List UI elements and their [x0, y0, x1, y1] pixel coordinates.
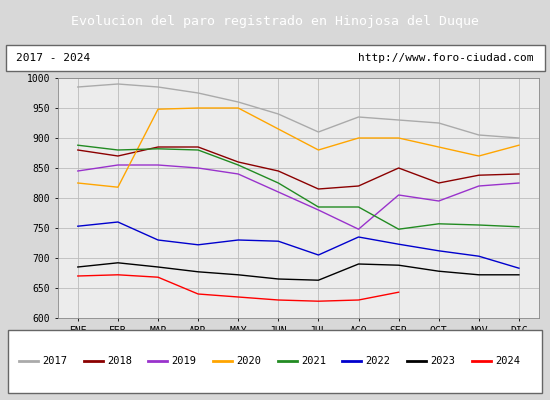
Text: Evolucion del paro registrado en Hinojosa del Duque: Evolucion del paro registrado en Hinojos…: [71, 14, 479, 28]
Text: 2020: 2020: [236, 356, 261, 366]
Text: 2018: 2018: [107, 356, 132, 366]
Text: 2024: 2024: [495, 356, 520, 366]
Text: 2022: 2022: [366, 356, 390, 366]
Text: 2019: 2019: [172, 356, 196, 366]
Text: 2017: 2017: [42, 356, 67, 366]
FancyBboxPatch shape: [6, 44, 544, 72]
Text: 2021: 2021: [301, 356, 326, 366]
Text: 2023: 2023: [430, 356, 455, 366]
Text: 2017 - 2024: 2017 - 2024: [16, 53, 91, 63]
Text: http://www.foro-ciudad.com: http://www.foro-ciudad.com: [358, 53, 534, 63]
FancyBboxPatch shape: [8, 330, 542, 392]
